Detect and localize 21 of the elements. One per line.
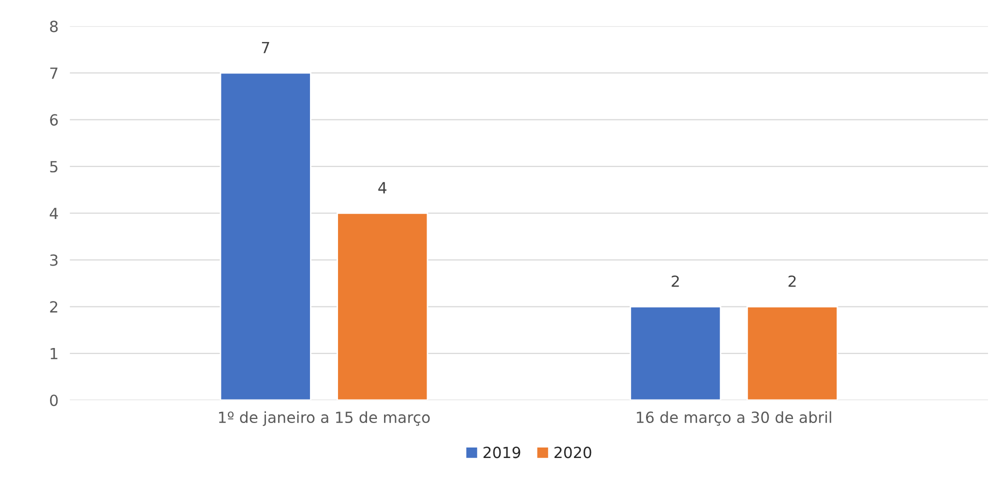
y-tick-label: 1 — [50, 348, 58, 360]
y-tick-label: 7 — [50, 68, 58, 79]
bar — [630, 306, 722, 400]
y-tick-label: 4 — [50, 208, 58, 219]
y-tick-label: 0 — [50, 394, 58, 406]
y-tick-label: 2 — [50, 301, 58, 312]
legend-label: 2020 — [554, 446, 592, 458]
y-tick-label: 3 — [50, 254, 58, 266]
y-tick-label: 5 — [50, 161, 58, 172]
data-label: 2 — [672, 275, 679, 287]
y-tick-label: 8 — [50, 20, 58, 32]
y-tick-label: 6 — [50, 114, 58, 126]
data-label: 4 — [378, 182, 386, 194]
bar — [220, 72, 312, 400]
bar — [336, 212, 428, 400]
x-tick-label: 1º de janeiro a 15 de março — [219, 411, 430, 426]
x-tick-label: 16 de março a 30 de abril — [636, 411, 832, 426]
data-label: 7 — [262, 42, 270, 54]
bar — [746, 306, 838, 400]
data-label: 2 — [788, 275, 796, 287]
legend-label: 2019 — [484, 446, 520, 458]
